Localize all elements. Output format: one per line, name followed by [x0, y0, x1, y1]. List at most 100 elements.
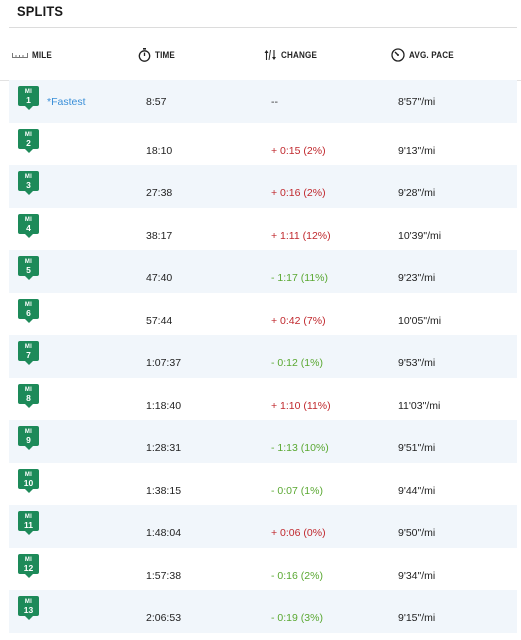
mile-marker-prefix: MI — [24, 216, 33, 223]
split-pace: 9'53"/mi — [398, 357, 436, 369]
split-row: MI 12 1:57:38 - 0:16 (2%) 9'34"/mi — [9, 548, 517, 591]
header-pace-label: AVG. PACE — [409, 49, 454, 61]
split-time: 1:38:15 — [146, 484, 182, 497]
mile-marker-prefix: MI — [24, 89, 33, 95]
header-time: TIME — [138, 48, 179, 62]
splits-header-row: MILE TIME CHANGE — [0, 28, 521, 81]
split-change: - 0:16 (2%) — [271, 569, 323, 582]
split-time: 18:10 — [146, 144, 173, 157]
mile-marker-prefix: MI — [24, 429, 33, 435]
split-change: - 0:12 (1%) — [271, 357, 323, 369]
split-pace: 9'34"/mi — [398, 569, 436, 582]
split-time: 38:17 — [146, 229, 173, 242]
mile-marker-prefix: MI — [24, 599, 33, 605]
split-row: MI 3 27:38 + 0:16 (2%) 9'28"/mi — [9, 165, 517, 208]
mile-marker-badge: MI 8 — [18, 383, 39, 408]
stopwatch-icon — [138, 48, 151, 62]
mile-number: 13 — [23, 605, 34, 615]
split-change: + 0:16 (2%) — [271, 187, 326, 199]
split-pace: 9'15"/mi — [398, 612, 436, 624]
split-pace: 9'44"/mi — [398, 484, 436, 497]
mile-marker-prefix: MI — [24, 131, 33, 138]
header-time-label: TIME — [155, 49, 175, 61]
split-time: 1:18:40 — [146, 399, 182, 412]
mile-number: 6 — [26, 307, 31, 318]
mile-marker-badge: MI 1 — [18, 86, 39, 110]
mile-number: 4 — [26, 222, 31, 233]
splits-title: SPLITS — [17, 3, 64, 19]
split-change: + 1:10 (11%) — [271, 399, 331, 412]
split-change: - 0:19 (3%) — [271, 612, 323, 624]
header-mile-label: MILE — [32, 49, 52, 61]
split-time: 47:40 — [146, 272, 173, 284]
mile-number: 5 — [26, 265, 31, 275]
split-row: MI 10 1:38:15 - 0:07 (1%) 9'44"/mi — [9, 463, 517, 506]
mile-marker-badge: MI 4 — [18, 213, 39, 238]
mile-marker-badge: MI 9 — [18, 426, 39, 450]
split-pace: 9'13"/mi — [398, 144, 436, 157]
split-pace: 9'28"/mi — [398, 187, 436, 199]
split-row: MI 2 18:10 + 0:15 (2%) 9'13"/mi — [9, 123, 517, 166]
split-pace: 10'05"/mi — [398, 314, 442, 327]
split-pace: 9'50"/mi — [398, 527, 436, 539]
mile-marker-prefix: MI — [24, 259, 33, 265]
split-time: 1:07:37 — [146, 357, 182, 369]
mile-marker-prefix: MI — [24, 344, 33, 350]
split-change: - 1:13 (10%) — [271, 442, 329, 454]
splits-list: MI 1 *Fastest 8:57 -- 8'57"/mi MI 2 18:10 + 0:15 … — [9, 80, 517, 633]
mile-marker-prefix: MI — [24, 301, 33, 308]
mile-marker-badge: MI 6 — [18, 298, 39, 323]
split-change: + 1:11 (12%) — [271, 229, 331, 242]
split-time: 1:57:38 — [146, 569, 182, 582]
mile-marker-badge: MI 11 — [18, 511, 39, 535]
split-change: -- — [271, 96, 278, 108]
mile-marker-badge: MI 7 — [18, 341, 39, 365]
split-pace: 8'57"/mi — [398, 96, 436, 108]
mile-marker-prefix: MI — [24, 471, 33, 478]
split-row: MI 4 38:17 + 1:11 (12%) 10'39"/mi — [9, 208, 517, 251]
split-time: 1:48:04 — [146, 527, 182, 539]
mile-marker-badge: MI 13 — [18, 596, 39, 620]
mile-marker-badge: MI 5 — [18, 256, 39, 280]
mile-number: 1 — [26, 95, 31, 105]
split-row: MI 7 1:07:37 - 0:12 (1%) 9'53"/mi — [9, 335, 517, 378]
mile-number: 3 — [26, 180, 31, 190]
split-pace: 9'51"/mi — [398, 442, 436, 454]
mile-number: 9 — [26, 435, 31, 445]
split-change: + 0:06 (0%) — [271, 527, 326, 539]
split-pace: 11'03"/mi — [398, 399, 441, 412]
mile-number: 8 — [26, 392, 31, 403]
speedometer-icon — [391, 48, 405, 62]
split-row: MI 5 47:40 - 1:17 (11%) 9'23"/mi — [9, 250, 517, 293]
split-pace: 9'23"/mi — [398, 272, 436, 284]
split-change: - 1:17 (11%) — [271, 272, 328, 284]
split-time: 57:44 — [146, 314, 173, 327]
mile-marker-prefix: MI — [24, 514, 33, 520]
mile-ruler-icon — [12, 52, 28, 58]
split-change: - 0:07 (1%) — [271, 484, 323, 497]
split-time: 27:38 — [146, 187, 173, 199]
mile-number: 2 — [26, 137, 31, 148]
header-change: CHANGE — [264, 48, 323, 62]
split-row: MI 6 57:44 + 0:42 (7%) 10'05"/mi — [9, 293, 517, 336]
header-pace: AVG. PACE — [391, 48, 462, 62]
split-row: MI 11 1:48:04 + 0:06 (0%) 9'50"/mi — [9, 505, 517, 548]
mile-marker-prefix: MI — [24, 386, 33, 393]
mile-number: 12 — [23, 562, 34, 573]
mile-marker-prefix: MI — [24, 174, 33, 180]
mile-marker-prefix: MI — [24, 556, 33, 563]
split-change: + 0:15 (2%) — [271, 144, 326, 157]
split-row: MI 9 1:28:31 - 1:13 (10%) 9'51"/mi — [9, 420, 517, 463]
mile-marker-badge: MI 10 — [18, 468, 39, 493]
split-time: 2:06:53 — [146, 612, 182, 624]
split-row: MI 8 1:18:40 + 1:10 (11%) 11'03"/mi — [9, 378, 517, 421]
mile-marker-badge: MI 3 — [18, 171, 39, 195]
fastest-label: *Fastest — [47, 96, 86, 108]
split-row: MI 13 2:06:53 - 0:19 (3%) 9'15"/mi — [9, 590, 517, 633]
header-change-label: CHANGE — [281, 49, 318, 61]
title-divider — [9, 27, 517, 28]
split-change: + 0:42 (7%) — [271, 314, 326, 327]
split-row: MI 1 *Fastest 8:57 -- 8'57"/mi — [9, 80, 517, 123]
split-time: 1:28:31 — [146, 442, 182, 454]
up-down-arrows-icon — [264, 50, 277, 60]
